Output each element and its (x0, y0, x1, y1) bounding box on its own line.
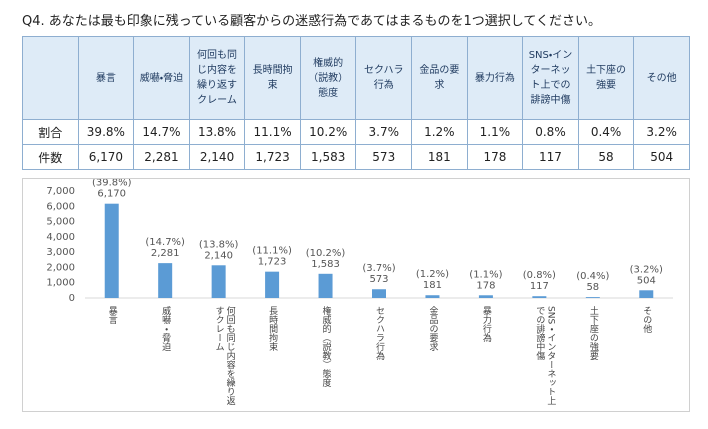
x-tick-label: 何回も同じ内容を繰り返すクレーム (213, 306, 235, 405)
y-tick-label: 2,000 (46, 262, 75, 273)
table-cell: 6,170 (77, 144, 135, 170)
column-header: 土下座の強要 (577, 36, 635, 120)
x-tick-label: SNS・インターネット上での誹謗中傷 (534, 306, 556, 406)
y-tick-label: 3,000 (46, 247, 75, 258)
y-tick-label: 4,000 (46, 232, 75, 243)
bar (639, 290, 654, 298)
bar (532, 296, 547, 298)
row-label: 割合 (22, 119, 79, 145)
table-cell: 10.2% (299, 119, 357, 145)
table-cell: 13.8% (188, 119, 246, 145)
table-cell: 181 (411, 144, 468, 170)
share-label: (0.8%) (523, 270, 556, 281)
value-label: 178 (476, 280, 495, 291)
share-label: (1.2%) (416, 269, 449, 280)
column-header: 暴言 (77, 36, 135, 120)
x-tick-label: 権威的（説教）態度 (320, 306, 331, 387)
header-row: 暴言 威嚇・脅迫 何回も同じ内容を繰り返すクレーム 長時間拘束 権威的（説教）態度 セクハ… (22, 36, 690, 120)
result-table: 暴言 威嚇・脅迫 何回も同じ内容を繰り返すクレーム 長時間拘束 権威的（説教）態度 セクハ… (22, 36, 690, 170)
column-header: セクハラ行為 (355, 36, 413, 120)
table-cell: 0.4% (577, 119, 635, 145)
chart: 0 1,000 2,000 3,000 4,000 5,000 6,000 7,000 (39.… (46, 179, 673, 304)
row-label: 件数 (22, 144, 79, 170)
table-cell: 117 (522, 144, 579, 170)
value-label: 1,723 (258, 257, 287, 268)
x-tick-label: 土下座の強要 (587, 306, 598, 360)
value-label: 117 (530, 281, 549, 292)
y-tick-label: 7,000 (46, 186, 75, 197)
chart-box: 0 1,000 2,000 3,000 4,000 5,000 6,000 7,000 (39.… (22, 178, 690, 412)
y-tick-label: 1,000 (46, 278, 75, 289)
share-label: (3.2%) (630, 264, 663, 275)
x-tick-label: 威嚇・脅迫 (160, 306, 171, 351)
share-label: (10.2%) (306, 248, 346, 259)
column-header: SNS・インターネット上での誹謗中傷 (522, 36, 579, 120)
y-tick-label: 5,000 (46, 217, 75, 228)
value-label: 573 (369, 274, 388, 285)
table-cell: 39.8% (77, 119, 135, 145)
bar (211, 265, 226, 298)
value-label: 6,170 (97, 189, 126, 200)
table-cell: 1.1% (466, 119, 524, 145)
share-label: (3.7%) (362, 263, 395, 274)
x-tick-label: 暴言 (106, 306, 117, 324)
bar (158, 263, 173, 298)
table-row: 件数 6,170 2,281 2,140 1,723 1,583 573 181 178 117 5… (22, 144, 690, 170)
share-label: (13.8%) (199, 239, 239, 250)
share-label: (1.1%) (469, 269, 502, 280)
bar (372, 289, 386, 298)
x-tick-label: セクハラ行為 (374, 306, 384, 360)
share-label: (39.8%) (92, 179, 132, 189)
table-cell: 2,140 (188, 144, 246, 170)
x-tick-label: 金品の要求 (427, 306, 438, 351)
table-cell: 178 (466, 144, 524, 170)
share-label: (11.1%) (252, 246, 292, 257)
table-cell: 1,583 (299, 144, 357, 170)
table-cell: 3.7% (355, 119, 413, 145)
table-cell: 573 (355, 144, 413, 170)
table-cell: 504 (633, 144, 690, 170)
corner-cell (22, 36, 79, 120)
column-header: 金品の要求 (411, 36, 468, 120)
bar (585, 297, 600, 298)
bar (425, 295, 440, 298)
table-row: 割合 39.8% 14.7% 13.8% 11.1% 10.2% 3.7% 1.2% 1.1% 0… (22, 119, 690, 145)
question-title: Q4. あなたは最も印象に残っている顧客からの迷惑行為であてはまるものを1つ選択… (22, 14, 601, 29)
value-label: 2,281 (151, 248, 180, 259)
y-tick-label: 0 (69, 293, 75, 304)
value-label: 181 (423, 280, 442, 291)
table-cell: 0.8% (522, 119, 579, 145)
column-header: 長時間拘束 (244, 36, 301, 120)
table-cell: 14.7% (133, 119, 190, 145)
table-cell: 58 (577, 144, 635, 170)
table-cell: 2,281 (133, 144, 190, 170)
table-cell: 11.1% (244, 119, 301, 145)
x-tick-label: 暴力行為 (480, 306, 491, 342)
x-tick-label: その他 (641, 306, 652, 333)
table-cell: 1.2% (411, 119, 468, 145)
table-cell: 1,723 (244, 144, 301, 170)
column-header: その他 (633, 36, 690, 120)
value-label: 1,583 (311, 259, 340, 270)
bar (265, 271, 280, 298)
bar (318, 273, 333, 298)
column-header: 何回も同じ内容を繰り返すクレーム (188, 36, 246, 120)
table-cell: 3.2% (633, 119, 690, 145)
y-tick-label: 6,000 (46, 201, 75, 212)
share-label: (0.4%) (576, 271, 609, 282)
bar (104, 203, 119, 298)
column-header: 暴力行為 (466, 36, 524, 120)
value-label: 2,140 (204, 250, 233, 261)
value-label: 504 (637, 275, 656, 286)
column-header: 威嚇・脅迫 (133, 36, 190, 120)
bar (478, 295, 493, 298)
column-header: 権威的（説教）態度 (299, 36, 357, 120)
x-tick-label: 長時間拘束 (267, 306, 278, 351)
value-label: 58 (586, 282, 599, 293)
share-label: (14.7%) (145, 237, 185, 248)
